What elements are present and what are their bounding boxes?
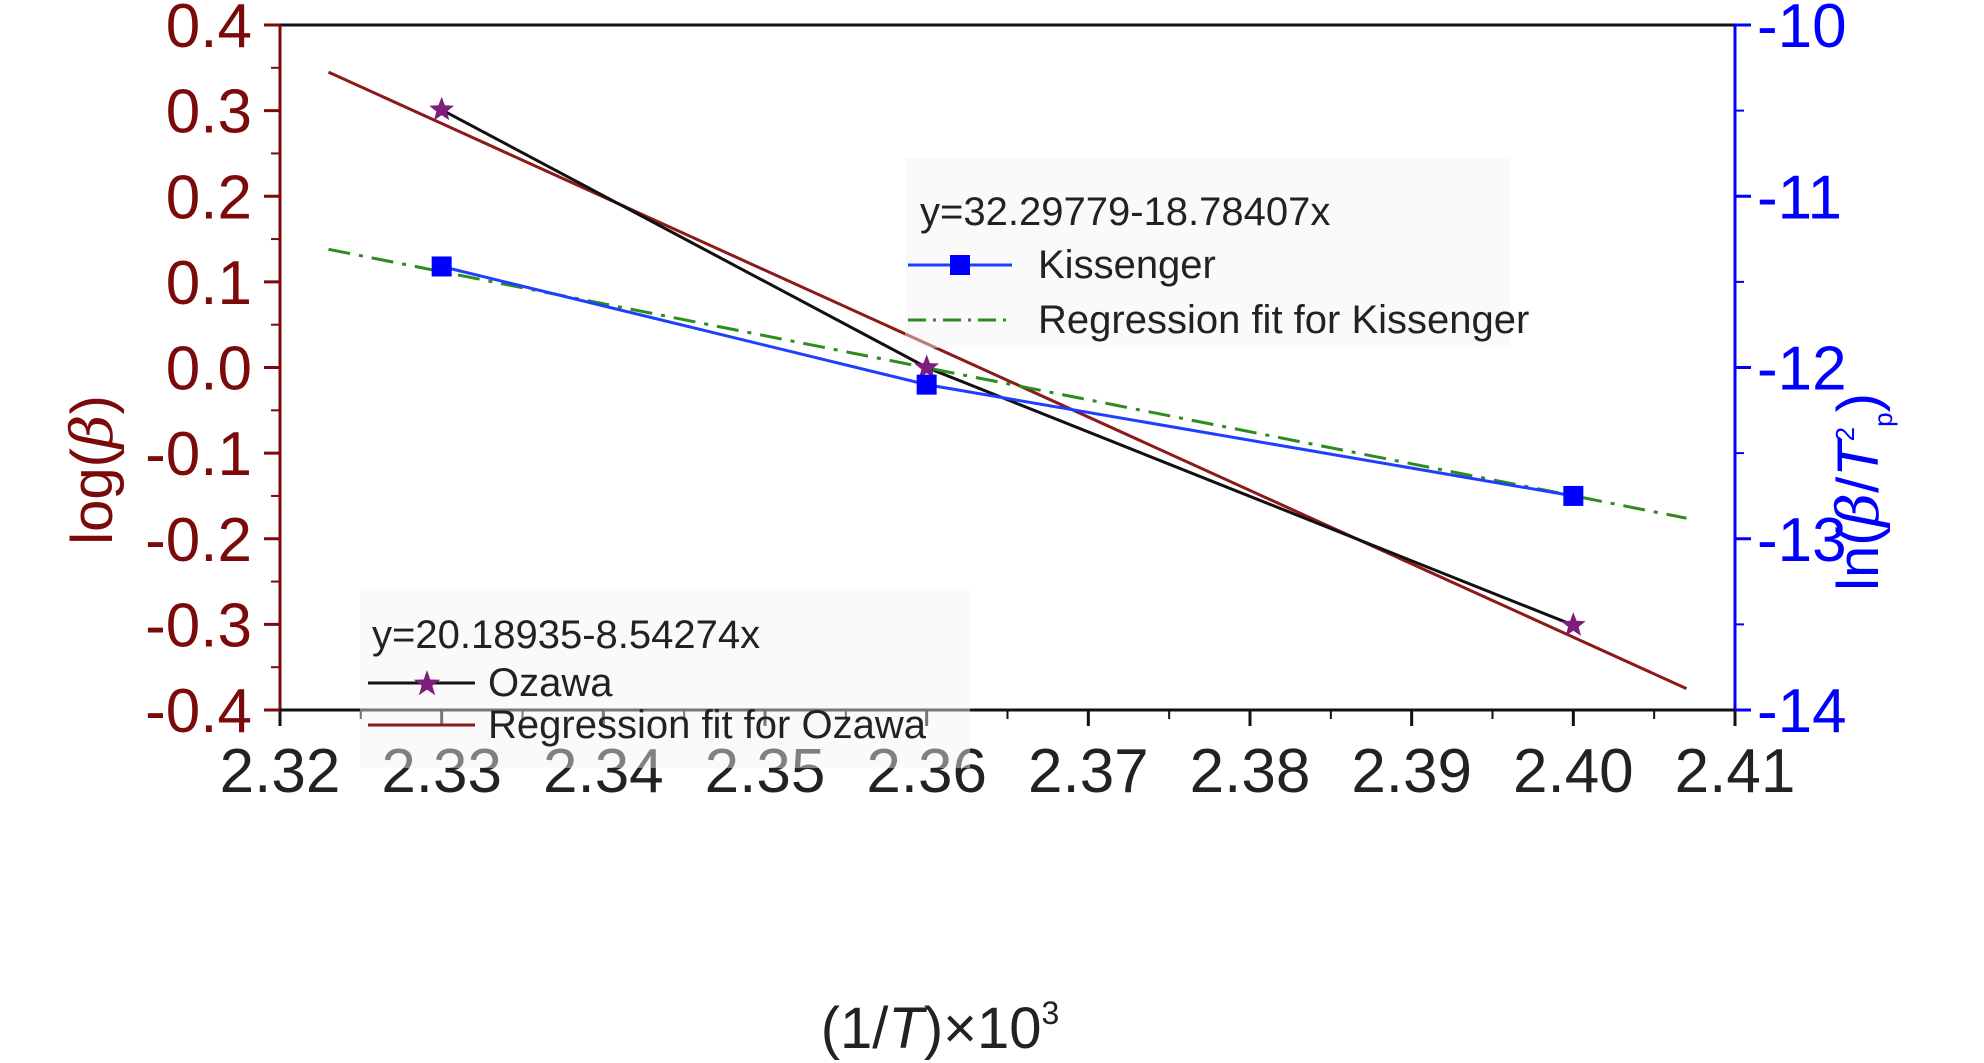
ozawa-point-marker xyxy=(914,354,939,378)
legend-ozawa-marker xyxy=(413,670,441,696)
y-left-tick-label: 0.1 xyxy=(166,249,252,318)
legend-ozawa: y=20.18935-8.54274x Ozawa Regression fit… xyxy=(360,588,970,768)
y-left-tick-label: -0.2 xyxy=(145,506,252,575)
y-left-tick-label: -0.4 xyxy=(145,677,252,746)
legend-ozawa-equation: y=20.18935-8.54274x xyxy=(372,613,760,657)
y-left-tick-label: 0.2 xyxy=(166,163,252,232)
x-tick-label: 2.38 xyxy=(1190,737,1311,806)
series-line-regression-fit-for-ozawa xyxy=(327,70,1688,690)
y-left-tick-label: -0.3 xyxy=(145,591,252,660)
kissenger-point-marker xyxy=(431,256,452,277)
y-left-tick-label: 0.4 xyxy=(166,0,252,61)
legend-ozawa-label: Ozawa xyxy=(488,661,613,705)
y-left-tick-label: 0.3 xyxy=(166,78,252,147)
x-axis-title: (1/T)×103 xyxy=(821,995,1060,1061)
legend-kissenger-background xyxy=(905,158,1510,348)
legend-kissenger: y=32.29779-18.78407x Kissenger Regressio… xyxy=(905,158,1529,348)
y-right-axis-title: ln(β/T2p) xyxy=(1824,393,1898,591)
x-tick-label: 2.33 xyxy=(381,737,502,806)
ticks-layer: 2.32 2.33 2.34 2.35 2.36 2.37 2.38 2.39 2.40 2.41… xyxy=(145,0,1846,806)
legend-kissenger-fit-label: Regression fit for Kissenger xyxy=(1038,298,1529,342)
x-tick-label: 2.40 xyxy=(1513,737,1634,806)
kissenger-point-marker xyxy=(916,374,937,395)
kissenger-point-marker xyxy=(1563,485,1584,506)
y-right-tick-label: -12 xyxy=(1757,335,1847,404)
x-tick-label: 2.36 xyxy=(866,737,987,806)
legend-kissenger-label: Kissenger xyxy=(1038,243,1216,287)
x-tick-label: 2.34 xyxy=(543,737,664,806)
legend-ozawa-background xyxy=(360,588,970,768)
ozawa-point-marker xyxy=(429,96,454,121)
x-tick-label: 2.35 xyxy=(705,737,826,806)
legend-kissenger-equation: y=32.29779-18.78407x xyxy=(920,190,1330,234)
y-right-tick-label: -14 xyxy=(1757,677,1847,746)
legend-kissenger-marker xyxy=(950,255,970,275)
y-left-tick-label: -0.1 xyxy=(145,420,252,489)
x-tick-label: 2.39 xyxy=(1351,737,1472,806)
x-tick-label: 2.32 xyxy=(220,737,341,806)
y-left-axis-title: log(β) xyxy=(58,395,126,545)
legend-ozawa-fit-label: Regression fit for Ozawa xyxy=(488,703,927,747)
y-left-tick-label: 0.0 xyxy=(166,335,252,404)
y-right-tick-label: -10 xyxy=(1757,0,1847,61)
y-right-tick-label: -13 xyxy=(1757,506,1847,575)
y-right-tick-label: -11 xyxy=(1757,163,1842,232)
ozawa-point-marker xyxy=(1561,612,1586,636)
series-layer xyxy=(327,70,1688,690)
x-tick-label: 2.41 xyxy=(1675,737,1796,806)
x-tick-label: 2.37 xyxy=(1028,737,1149,806)
